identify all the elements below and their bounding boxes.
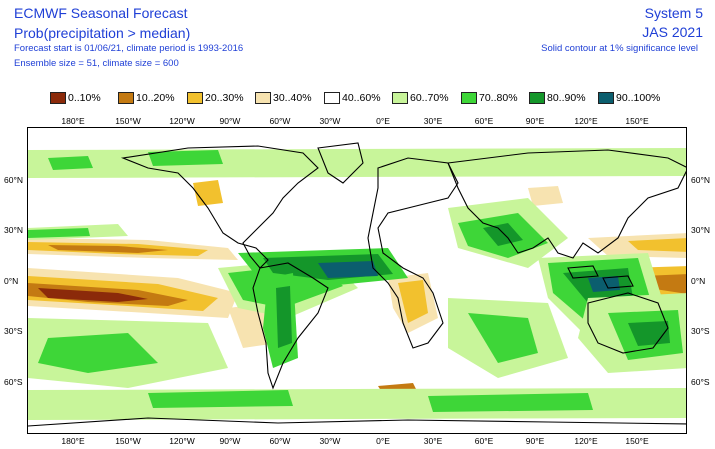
legend-label: 0..10%	[68, 92, 101, 104]
wet-region	[483, 223, 523, 246]
legend-item: 20..30%	[187, 91, 244, 105]
legend-item: 70..80%	[461, 91, 518, 105]
forecast-info-line: Forecast start is 01/06/21, climate peri…	[14, 43, 244, 54]
legend-label: 10..20%	[136, 92, 175, 104]
coastline-greenland	[317, 142, 364, 184]
legend-item: 0..10%	[50, 91, 101, 105]
wet-region	[148, 150, 223, 166]
lon-tick-top: 60°E	[474, 116, 494, 126]
legend-label: 60..70%	[410, 92, 449, 104]
lon-tick-top: 180°E	[61, 116, 85, 126]
legend-item: 90..100%	[598, 91, 660, 105]
map-subtitle: Prob(precipitation > median)	[14, 25, 191, 41]
legend-item: 10..20%	[118, 91, 175, 105]
lon-tick-top: 90°E	[525, 116, 545, 126]
wet-region	[48, 156, 93, 170]
lat-tick-right: 60°S	[691, 376, 710, 387]
wet-region	[148, 390, 293, 408]
lon-tick-bottom: 150°W	[115, 436, 141, 446]
lon-tick-top: 30°W	[319, 116, 341, 126]
lon-tick-bottom: 60°W	[269, 436, 291, 446]
lat-tick-right: 60°N	[691, 174, 710, 185]
contour-note: Solid contour at 1% significance level	[541, 43, 698, 54]
legend-label: 30..40%	[273, 92, 312, 104]
lon-tick-top: 30°E	[423, 116, 443, 126]
lon-tick-top: 60°W	[269, 116, 291, 126]
dry-region	[193, 180, 223, 206]
lon-tick-bottom: 90°W	[219, 436, 241, 446]
lat-tick-right: 30°S	[691, 325, 710, 336]
probability-field	[28, 148, 686, 420]
wet-region	[38, 333, 158, 373]
coastline-north-america	[120, 145, 319, 269]
map-canvas	[28, 128, 686, 433]
system-label: System 5	[644, 5, 703, 21]
dry-region	[48, 245, 168, 253]
wet-region	[468, 313, 538, 363]
coastline-south-america	[252, 262, 329, 390]
dry-region	[38, 288, 148, 302]
legend-label: 70..80%	[479, 92, 518, 104]
coastlines	[28, 142, 686, 427]
lon-tick-top: 90°W	[219, 116, 241, 126]
lon-tick-bottom: 0°E	[376, 436, 390, 446]
legend-item: 80..90%	[529, 91, 586, 105]
lat-tick-right: 0°N	[691, 275, 706, 286]
wet-region	[28, 148, 686, 178]
lon-tick-bottom: 30°W	[319, 436, 341, 446]
lat-tick-left: 30°S	[4, 325, 23, 336]
legend-swatch	[461, 92, 477, 104]
legend-swatch	[529, 92, 545, 104]
coastline-antarctica	[28, 417, 686, 427]
wet-region	[428, 393, 593, 412]
ensemble-info-line: Ensemble size = 51, climate size = 600	[14, 58, 179, 69]
legend-item: 40..60%	[324, 91, 381, 105]
lon-tick-top: 150°E	[625, 116, 649, 126]
legend-swatch	[255, 92, 271, 104]
legend-label: 80..90%	[547, 92, 586, 104]
coastline-eurafrica	[367, 157, 459, 349]
dry-region	[398, 280, 428, 323]
legend-label: 40..60%	[342, 92, 381, 104]
lon-tick-bottom: 120°E	[574, 436, 598, 446]
lon-tick-top: 120°W	[169, 116, 195, 126]
lat-tick-left: 30°N	[4, 224, 23, 235]
lon-tick-top: 120°E	[574, 116, 598, 126]
dry-region	[628, 238, 686, 252]
period-label: JAS 2021	[642, 24, 703, 40]
dry-region	[528, 186, 563, 206]
legend-label: 20..30%	[205, 92, 244, 104]
legend-label: 90..100%	[616, 92, 661, 104]
forecast-map	[27, 127, 687, 434]
legend-swatch	[187, 92, 203, 104]
lat-tick-left: 60°N	[4, 174, 23, 185]
lat-tick-right: 30°N	[691, 224, 710, 235]
lon-tick-top: 150°W	[115, 116, 141, 126]
lon-tick-bottom: 180°E	[61, 436, 85, 446]
lat-tick-left: 60°S	[4, 376, 23, 387]
legend-swatch	[392, 92, 408, 104]
lon-tick-bottom: 60°E	[474, 436, 494, 446]
legend-swatch	[118, 92, 134, 104]
legend-swatch	[598, 92, 614, 104]
lon-tick-top: 0°E	[376, 116, 390, 126]
lon-tick-bottom: 90°E	[525, 436, 545, 446]
lon-tick-bottom: 120°W	[169, 436, 195, 446]
legend-swatch	[50, 92, 66, 104]
coastline-australia	[587, 292, 669, 354]
wet-region	[318, 261, 378, 278]
coastline-maritime-continent	[567, 265, 634, 289]
legend-item: 60..70%	[392, 91, 449, 105]
lat-tick-left: 0°N	[4, 275, 19, 286]
wet-region	[28, 228, 90, 238]
map-title: ECMWF Seasonal Forecast	[14, 5, 188, 21]
lon-tick-bottom: 150°E	[625, 436, 649, 446]
wet-region	[276, 286, 292, 348]
legend-swatch	[324, 92, 340, 104]
coastline-asia	[447, 149, 686, 259]
legend-item: 30..40%	[255, 91, 312, 105]
lon-tick-bottom: 30°E	[423, 436, 443, 446]
